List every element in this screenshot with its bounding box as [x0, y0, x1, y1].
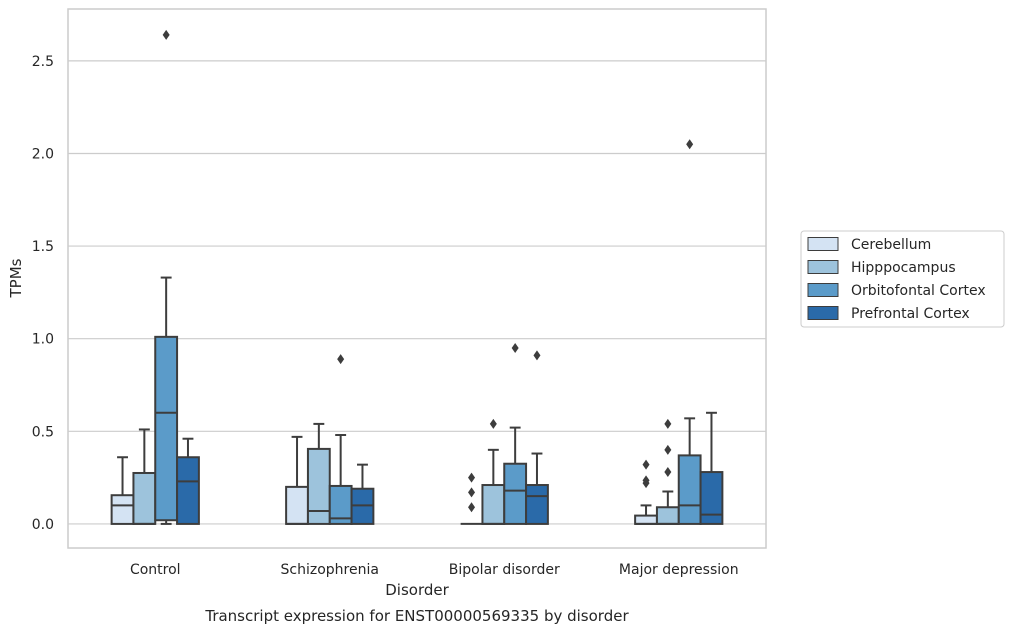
x-tick-label: Control	[130, 562, 181, 578]
y-tick-label: 0.5	[32, 424, 54, 440]
box-orbitofontal-cortex-2	[503, 342, 528, 525]
y-axis-title: TPMs	[7, 258, 25, 298]
x-tick-label: Schizophrenia	[281, 562, 379, 578]
y-tick-label: 0.0	[32, 517, 54, 533]
legend-label: Prefrontal Cortex	[851, 306, 970, 322]
y-tick-labels: 0.0 0.5 1.0 1.5 2.0 2.5	[32, 54, 54, 533]
legend: Cerebellum Hipppocampus Orbitofontal Corte…	[800, 230, 1005, 328]
box-body	[525, 484, 549, 525]
box-cerebellum-2	[460, 472, 483, 525]
y-tick-label: 2.5	[32, 54, 54, 70]
box-hipppocampus-3	[655, 418, 680, 525]
box-body	[634, 514, 658, 525]
legend-label: Cerebellum	[851, 237, 931, 253]
box-orbitofontal-cortex-1	[328, 354, 353, 525]
box-prefrontal-cortex-3	[699, 411, 724, 525]
legend-label: Orbitofontal Cortex	[851, 283, 986, 299]
outlier-point	[686, 139, 694, 150]
box-hipppocampus-2	[481, 418, 506, 525]
box-cerebellum-1	[285, 435, 309, 525]
outlier-point	[468, 472, 476, 483]
outlier-point	[533, 350, 541, 361]
box-body	[132, 471, 157, 525]
box-body	[699, 471, 724, 525]
x-tick-label: Bipolar disorder	[449, 562, 560, 578]
box-hipppocampus-0	[132, 428, 157, 525]
outlier-point	[162, 29, 170, 40]
box-prefrontal-cortex-0	[176, 437, 200, 525]
chart-caption: Transcript expression for ENST0000056933…	[204, 607, 629, 625]
x-tick-labels: Control Schizophrenia Bipolar disorder Majo…	[130, 562, 739, 578]
plot-frame	[67, 8, 767, 549]
box-body	[481, 484, 506, 525]
outlier-point	[468, 502, 476, 513]
legend-label: Hipppocampus	[851, 260, 956, 276]
outlier-point	[489, 418, 497, 429]
box-body	[503, 462, 528, 525]
x-axis-title: Disorder	[385, 581, 449, 599]
box-orbitofontal-cortex-0	[154, 29, 179, 525]
box-body	[677, 454, 702, 525]
box-body	[285, 485, 309, 525]
legend-swatch	[807, 283, 839, 297]
box-prefrontal-cortex-2	[525, 350, 549, 525]
outlier-point	[664, 467, 672, 478]
outlier-point	[337, 354, 345, 365]
legend-swatch	[807, 237, 839, 251]
x-tick-label: Major depression	[619, 562, 739, 578]
box-prefrontal-cortex-1	[350, 463, 375, 525]
outlier-point	[664, 418, 672, 429]
legend-swatch	[807, 260, 839, 274]
box-body	[306, 447, 331, 525]
legend-frame	[800, 230, 1005, 328]
outlier-point	[642, 475, 650, 486]
outlier-point	[664, 444, 672, 455]
y-tick-label: 1.0	[32, 332, 54, 348]
y-tick-label: 2.0	[32, 146, 54, 162]
box-orbitofontal-cortex-3	[677, 139, 702, 525]
box-body	[176, 456, 200, 525]
outlier-point	[511, 342, 519, 353]
outlier-point	[468, 487, 476, 498]
box-body	[655, 506, 680, 525]
y-tick-label: 1.5	[32, 239, 54, 255]
box-cerebellum-0	[110, 456, 135, 525]
box-hipppocampus-1	[306, 422, 331, 525]
box-body	[154, 335, 179, 522]
box-body	[110, 494, 135, 525]
legend-swatch	[807, 306, 839, 320]
box-cerebellum-3	[634, 459, 658, 525]
boxes	[110, 29, 724, 525]
outlier-point	[642, 459, 650, 470]
